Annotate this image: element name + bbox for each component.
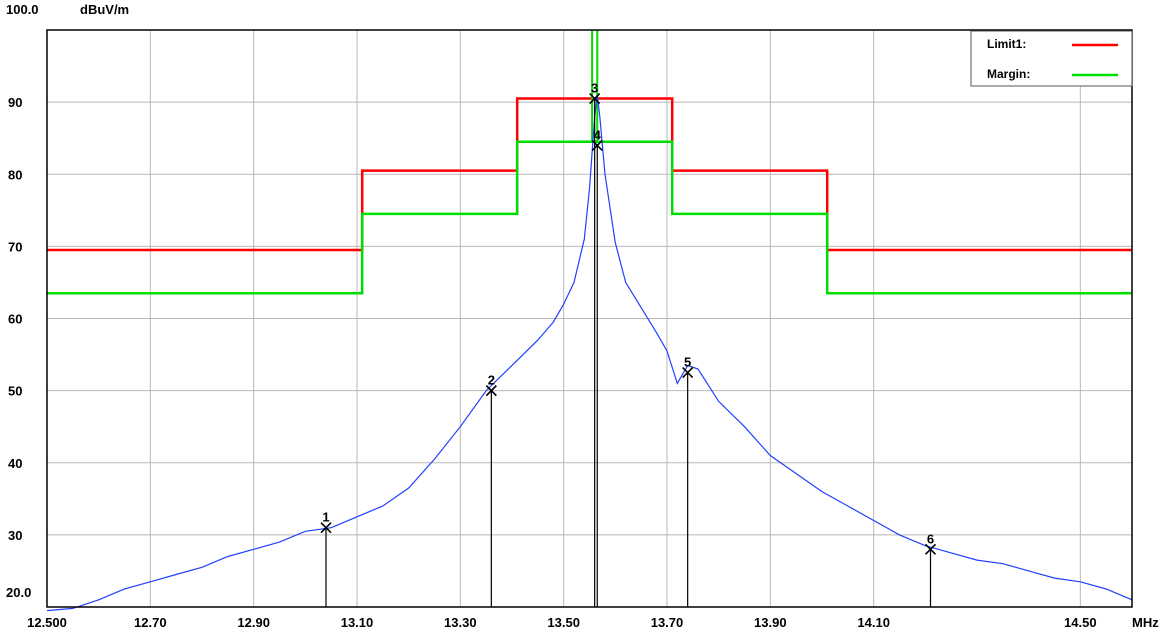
- x-tick-label: 14.50: [1064, 615, 1097, 630]
- marker-x: [320, 522, 332, 534]
- plot-frame: [46, 29, 1133, 608]
- x-tick-label: 12.70: [134, 615, 167, 630]
- markers: 1 2 3 4 5 6: [320, 81, 937, 607]
- x-axis-unit-label: MHz: [1132, 615, 1159, 630]
- x-tick-label: 13.70: [651, 615, 684, 630]
- y-tick-label: 40: [8, 456, 22, 471]
- x-tick-label: 12.90: [237, 615, 270, 630]
- marker-label: 2: [488, 373, 495, 388]
- axis-ticks: 30 40 50 60 70 80 90 12.500 12.70 12.90 13.10 13.30…: [8, 95, 1097, 630]
- marker-x: [591, 139, 603, 151]
- marker-label: 3: [591, 81, 598, 96]
- legend-label-margin: Margin:: [987, 67, 1030, 81]
- marker-x: [682, 367, 694, 379]
- y-axis-top-label: 100.0: [6, 2, 39, 17]
- marker-label: 6: [927, 531, 934, 546]
- y-tick-label: 50: [8, 384, 22, 399]
- spectrum-trace: [46, 94, 1133, 612]
- x-tick-label: 13.30: [444, 615, 477, 630]
- marker-x: [924, 543, 937, 555]
- legend-label-limit: Limit1:: [987, 37, 1026, 51]
- x-tick-label: 13.90: [754, 615, 787, 630]
- x-tick-label: 14.10: [857, 615, 890, 630]
- marker-label: 1: [322, 510, 329, 525]
- marker-x: [589, 92, 601, 105]
- marker-label: 4: [594, 127, 602, 142]
- grid: [47, 30, 1132, 607]
- y-axis-bottom-label: 20.0: [6, 585, 31, 600]
- y-tick-label: 30: [8, 528, 22, 543]
- x-tick-label: 13.50: [547, 615, 580, 630]
- x-tick-label: 13.10: [341, 615, 374, 630]
- spectrum-series-line: [46, 94, 1133, 612]
- y-axis-unit-label: dBuV/m: [80, 2, 129, 17]
- y-tick-label: 90: [8, 95, 22, 110]
- legend: Limit1: Margin:: [970, 30, 1133, 87]
- y-tick-label: 70: [8, 239, 22, 254]
- y-tick-label: 80: [8, 167, 22, 182]
- x-tick-label: 12.500: [27, 615, 67, 630]
- marker-label: 5: [684, 355, 691, 370]
- y-tick-label: 60: [8, 312, 22, 327]
- marker-x: [485, 385, 497, 397]
- legend-box: [970, 30, 1133, 87]
